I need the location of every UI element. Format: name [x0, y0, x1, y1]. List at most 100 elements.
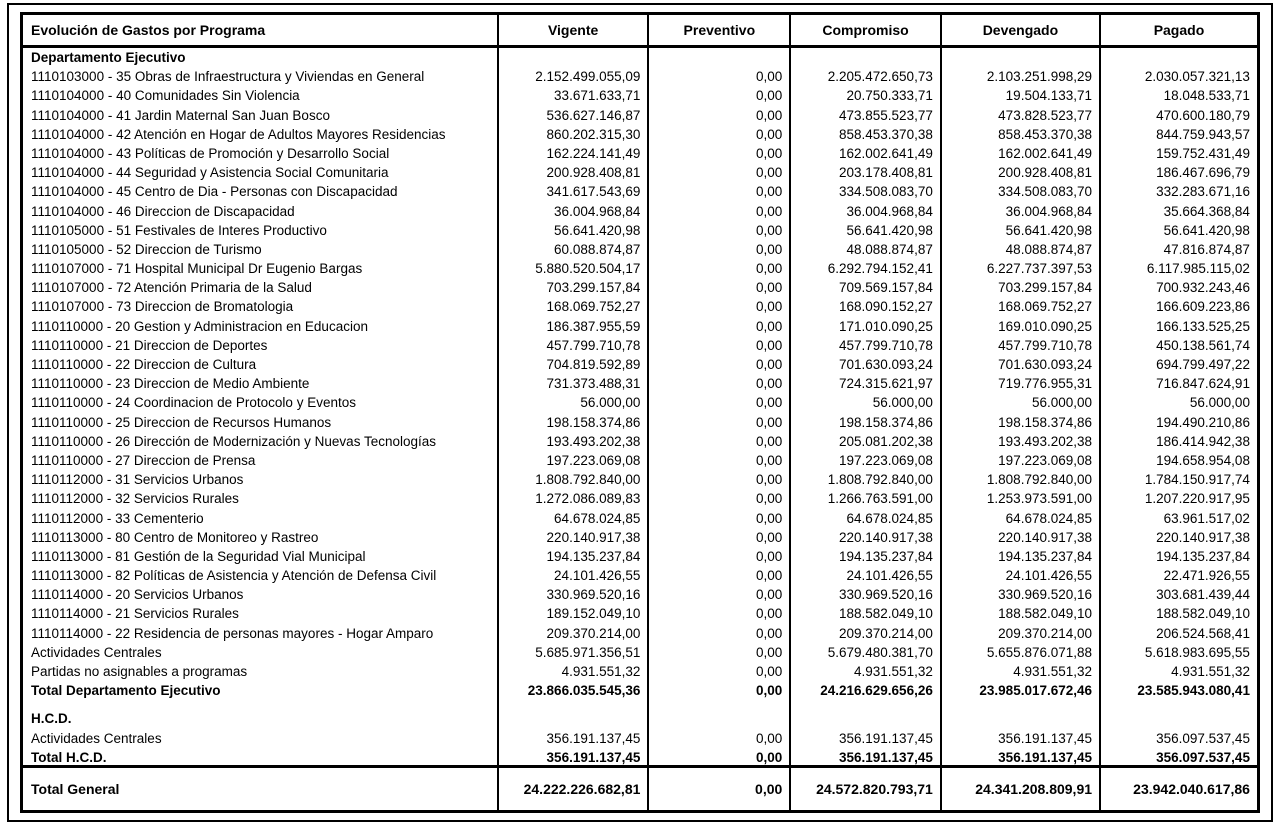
value-cell-pagado: 186.467.696,79: [1099, 163, 1257, 183]
value-cell-devengado: 334.508.083,70: [939, 182, 1099, 202]
value-cell-compromiso: 2.205.472.650,73: [789, 67, 940, 87]
grand-total-preventivo: 0,00: [647, 768, 789, 810]
program-row: 1110110000 - 21 Direccion de Deportes 457…: [23, 335, 1257, 355]
value-cell-vigente: 194.135.237,84: [496, 546, 648, 567]
value-cell-devengado: [939, 709, 1099, 729]
value-cell-preventivo: 0,00: [647, 67, 789, 87]
value-cell-devengado: 200.928.408,81: [939, 163, 1099, 183]
value-cell-compromiso: [789, 48, 940, 68]
value-cell-pagado: 23.585.943.080,41: [1099, 681, 1257, 701]
value-cell-compromiso: 162.002.641,49: [789, 143, 940, 164]
program-label: 1110113000 - 82 Políticas de Asistencia …: [31, 568, 437, 584]
value-cell-pagado: 356.097.537,45: [1099, 728, 1257, 748]
program-label: 1110112000 - 33 Cementerio: [31, 510, 204, 526]
value-cell-pagado: 6.117.985.115,02: [1099, 259, 1257, 279]
value-cell-vigente: 56.000,00: [496, 393, 648, 413]
value-cell-preventivo: 0,00: [647, 393, 789, 413]
grand-total-compromiso: 24.572.820.793,71: [789, 768, 940, 810]
value-cell-compromiso: 356.191.137,45: [789, 747, 940, 765]
value-cell-vigente: 24.101.426,55: [496, 566, 648, 586]
value-cell-compromiso: 1.266.763.591,00: [789, 489, 940, 509]
value-cell-preventivo: [647, 48, 789, 68]
value-cell-preventivo: 0,00: [647, 297, 789, 317]
value-cell-compromiso: 209.370.214,00: [789, 623, 940, 643]
value-cell-vigente: [496, 48, 648, 68]
column-header-preventivo: Preventivo: [647, 15, 789, 45]
value-cell-preventivo: 0,00: [647, 278, 789, 298]
value-cell-devengado: 23.985.017.672,46: [939, 681, 1099, 701]
value-cell-compromiso: 198.158.374,86: [789, 412, 940, 432]
value-cell-devengado: 356.191.137,45: [939, 747, 1099, 765]
program-label: 1110107000 - 71 Hospital Municipal Dr Eu…: [31, 261, 363, 277]
value-cell-pagado: 166.133.525,25: [1099, 316, 1257, 336]
value-cell-compromiso: 709.569.157,84: [789, 278, 940, 298]
value-cell-pagado: 166.609.223,86: [1099, 297, 1257, 317]
program-label: 1110104000 - 42 Atención en Hogar de Adu…: [31, 126, 446, 142]
grand-total-pagado: 23.942.040.617,86: [1099, 768, 1257, 810]
value-cell-devengado: 457.799.710,78: [939, 335, 1099, 355]
value-cell-vigente: 356.191.137,45: [496, 728, 648, 748]
value-cell-devengado: 162.002.641,49: [939, 143, 1099, 164]
program-row: 1110107000 - 72 Atención Primaria de la …: [23, 278, 1257, 298]
value-cell-preventivo: 0,00: [647, 566, 789, 586]
column-header-vigente: Vigente: [496, 15, 648, 45]
value-cell-devengado: 1.808.792.840,00: [939, 470, 1099, 490]
value-cell-vigente: 341.617.543,69: [496, 182, 648, 202]
table-header-row: Evolución de Gastos por Programa Vigente…: [23, 15, 1257, 48]
value-cell-pagado: 303.681.439,44: [1099, 585, 1257, 605]
value-cell-vigente: 536.627.146,87: [496, 105, 648, 125]
value-cell-vigente: 162.224.141,49: [496, 143, 648, 164]
program-label: 1110114000 - 20 Servicios Urbanos: [31, 587, 244, 603]
value-cell-vigente: 703.299.157,84: [496, 278, 648, 298]
program-label: 1110107000 - 72 Atención Primaria de la …: [31, 280, 312, 296]
value-cell-compromiso: 56.000,00: [789, 393, 940, 413]
program-label: 1110114000 - 22 Residencia de personas m…: [31, 625, 434, 641]
program-row: 1110113000 - 80 Centro de Monitoreo y Ra…: [23, 527, 1257, 547]
program-row: 1110105000 - 51 Festivales de Interes Pr…: [23, 220, 1257, 240]
value-cell-pagado: 716.847.624,91: [1099, 374, 1257, 394]
value-cell-compromiso: 205.081.202,38: [789, 431, 940, 451]
value-cell-preventivo: 0,00: [647, 220, 789, 240]
value-cell-vigente: 198.158.374,86: [496, 412, 648, 432]
value-cell-devengado: 24.101.426,55: [939, 566, 1099, 586]
value-cell-compromiso: 64.678.024,85: [789, 508, 940, 528]
value-cell-vigente: 5.685.971.356,51: [496, 642, 648, 662]
value-cell-compromiso: 48.088.874,87: [789, 239, 940, 260]
value-cell-pagado: 450.138.561,74: [1099, 335, 1257, 355]
program-label: 1110110000 - 27 Direccion de Prensa: [31, 452, 256, 468]
value-cell-pagado: 206.524.568,41: [1099, 623, 1257, 643]
value-cell-compromiso: [789, 700, 940, 710]
program-label: 1110107000 - 73 Direccion de Bromatologi…: [31, 299, 294, 315]
value-cell-compromiso: 24.101.426,55: [789, 566, 940, 586]
value-cell-pagado: 194.490.210,86: [1099, 412, 1257, 432]
value-cell-preventivo: 0,00: [647, 642, 789, 662]
value-cell-vigente: 5.880.520.504,17: [496, 259, 648, 279]
program-label: H.C.D.: [31, 711, 72, 727]
value-cell-devengado: 5.655.876.071,88: [939, 642, 1099, 662]
value-cell-vigente: 220.140.917,38: [496, 527, 648, 547]
value-cell-pagado: [1099, 48, 1257, 68]
section-title-row: Departamento Ejecutivo: [23, 48, 1257, 68]
program-label: 1110104000 - 46 Direccion de Discapacida…: [31, 203, 295, 219]
value-cell-preventivo: 0,00: [647, 604, 789, 624]
value-cell-devengado: [939, 48, 1099, 68]
value-cell-preventivo: 0,00: [647, 124, 789, 144]
program-label: 1110104000 - 44 Seguridad y Asistencia S…: [31, 165, 389, 181]
program-row: 1110112000 - 33 Cementerio 64.678.024,85 0…: [23, 508, 1257, 528]
value-cell-devengado: 703.299.157,84: [939, 278, 1099, 298]
value-cell-preventivo: 0,00: [647, 470, 789, 490]
program-row: 1110107000 - 73 Direccion de Bromatologi…: [23, 297, 1257, 317]
value-cell-pagado: 700.932.243,46: [1099, 278, 1257, 298]
program-label: 1110110000 - 26 Dirección de Modernizaci…: [31, 433, 436, 449]
program-label: Actividades Centrales: [31, 730, 162, 746]
value-cell-devengado: 701.630.093,24: [939, 355, 1099, 375]
value-cell-preventivo: 0,00: [647, 747, 789, 765]
grand-total-vigente: 24.222.226.682,81: [496, 768, 648, 810]
value-cell-preventivo: 0,00: [647, 182, 789, 202]
program-label: 1110103000 - 35 Obras de Infraestructura…: [31, 69, 425, 85]
value-cell-preventivo: 0,00: [647, 316, 789, 336]
value-cell-devengado: 858.453.370,38: [939, 124, 1099, 144]
section-total-row: Total H.C.D. 356.191.137,45 0,00 356.191.13…: [23, 747, 1257, 765]
value-cell-preventivo: 0,00: [647, 508, 789, 528]
value-cell-devengado: 48.088.874,87: [939, 239, 1099, 260]
